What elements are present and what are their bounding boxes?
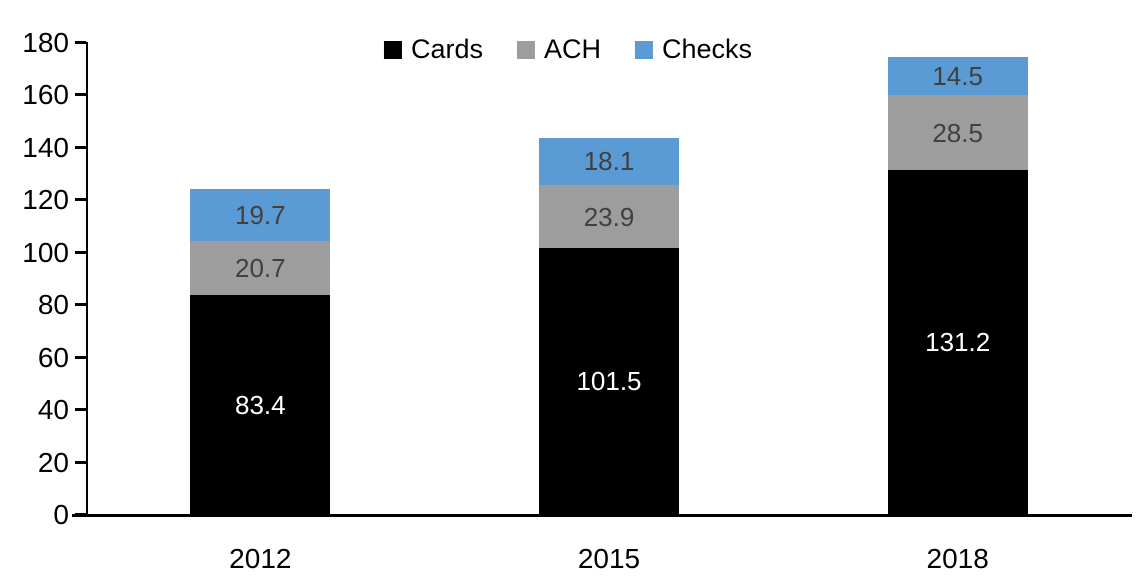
legend-swatch-cards-icon <box>383 40 402 59</box>
y-axis-tick-label-140: 140 <box>22 131 69 163</box>
y-axis-tick-0 <box>75 513 86 516</box>
segment-value-ach-2018: 28.5 <box>932 117 983 148</box>
bar-segment-checks-2018 <box>887 57 1028 96</box>
y-axis-tick-100 <box>75 250 86 254</box>
bar-segment-ach-2012 <box>190 241 331 296</box>
y-axis-tick-label-100: 100 <box>22 236 69 268</box>
y-axis-tick-label-160: 160 <box>22 79 69 111</box>
x-axis-label-2018: 2018 <box>926 543 989 574</box>
bar-segment-ach-2015 <box>539 185 679 248</box>
y-axis-tick-label-60: 60 <box>37 341 69 373</box>
bar-segment-checks-2012 <box>190 189 331 242</box>
y-axis-tick-label-40: 40 <box>37 394 69 426</box>
bar-segment-cards-2015 <box>539 247 679 514</box>
y-axis-tick-40 <box>75 408 86 412</box>
segment-value-cards-2015: 101.5 <box>576 365 642 396</box>
segment-value-cards-2018: 131.2 <box>925 326 991 357</box>
chart-legend: Cards ACH Checks <box>383 34 752 64</box>
y-axis-tick-label-0: 0 <box>53 499 69 530</box>
y-axis-tick-20 <box>75 460 86 464</box>
y-axis-tick-label-180: 180 <box>22 27 69 58</box>
bar-segment-ach-2018 <box>887 95 1028 170</box>
y-axis-tick-60 <box>75 355 86 359</box>
bar-segment-cards-2012 <box>190 295 331 514</box>
x-axis-label-2015: 2015 <box>577 543 641 574</box>
legend-label-ach: ACH <box>543 34 602 64</box>
segment-value-checks-2018: 14.5 <box>932 61 983 92</box>
legend-item-checks: Checks <box>635 36 752 63</box>
y-axis-tick-160 <box>75 93 86 97</box>
x-axis-label-2012: 2012 <box>229 543 292 574</box>
y-axis-tick-80 <box>75 303 86 307</box>
legend-item-ach: ACH <box>516 34 602 64</box>
segment-value-checks-2012: 19.7 <box>235 200 286 231</box>
y-axis-tick-label-20: 20 <box>37 446 69 478</box>
segment-value-cards-2012: 83.4 <box>235 389 286 420</box>
y-axis-tick-120 <box>75 198 86 202</box>
legend-label-cards: Cards <box>410 34 483 64</box>
y-axis-line <box>86 42 88 517</box>
segment-value-ach-2012: 20.7 <box>235 253 286 284</box>
y-axis-tick-140 <box>75 145 86 149</box>
y-axis-tick-label-80: 80 <box>37 289 69 321</box>
legend-label-checks: Checks <box>662 34 753 64</box>
bar-segment-cards-2018 <box>887 169 1028 514</box>
y-axis-tick-label-120: 120 <box>22 184 69 216</box>
x-axis-line <box>72 514 1132 517</box>
legend-swatch-checks-icon <box>635 40 654 59</box>
segment-value-checks-2015: 18.1 <box>583 146 635 177</box>
legend-swatch-ach-icon <box>516 40 535 59</box>
segment-value-ach-2015: 23.9 <box>583 201 635 232</box>
bar-segment-checks-2015 <box>539 137 679 186</box>
legend-item-cards: Cards <box>383 34 483 64</box>
y-axis-tick-180 <box>75 41 86 44</box>
